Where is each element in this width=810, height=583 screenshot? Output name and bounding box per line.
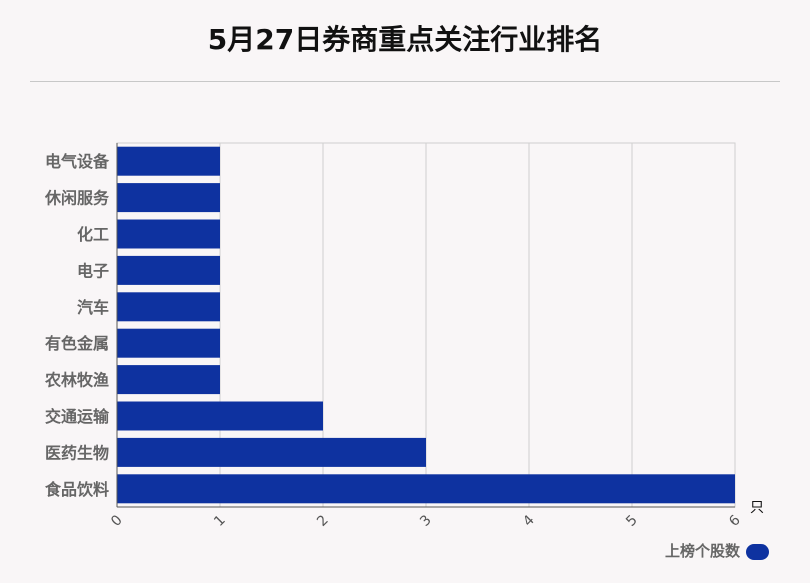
- category-label: 交通运输: [45, 407, 110, 426]
- x-tick-label: 6: [726, 512, 744, 530]
- category-label: 化工: [77, 225, 109, 244]
- bar: [117, 365, 220, 395]
- bar: [117, 183, 220, 213]
- x-tick-label: 2: [314, 512, 332, 530]
- bar: [117, 401, 323, 431]
- category-label: 食品饮料: [44, 480, 109, 499]
- category-label: 电气设备: [45, 152, 110, 171]
- legend-swatch[interactable]: [746, 544, 769, 560]
- x-tick-label: 5: [623, 512, 641, 530]
- chart-title: 5月27日券商重点关注行业排名: [207, 23, 603, 56]
- bar: [117, 474, 735, 504]
- x-tick-label: 4: [520, 512, 538, 530]
- category-label: 医药生物: [45, 443, 109, 462]
- category-label: 电子: [77, 261, 109, 280]
- bar: [117, 328, 220, 358]
- bar: [117, 146, 220, 176]
- bar: [117, 437, 426, 467]
- x-tick-label: 1: [211, 512, 229, 530]
- category-label: 汽车: [77, 298, 109, 317]
- category-label: 农林牧渔: [44, 371, 109, 390]
- bar: [117, 292, 220, 322]
- bar: [117, 255, 220, 285]
- x-tick-label: 0: [108, 512, 126, 530]
- bar: [117, 219, 220, 249]
- x-unit-label: 只: [750, 500, 764, 516]
- title-divider: [30, 81, 780, 82]
- x-tick-label: 3: [417, 512, 435, 530]
- category-label: 有色金属: [45, 334, 109, 353]
- category-label: 休闲服务: [44, 189, 110, 208]
- legend-label: 上榜个股数: [664, 542, 740, 560]
